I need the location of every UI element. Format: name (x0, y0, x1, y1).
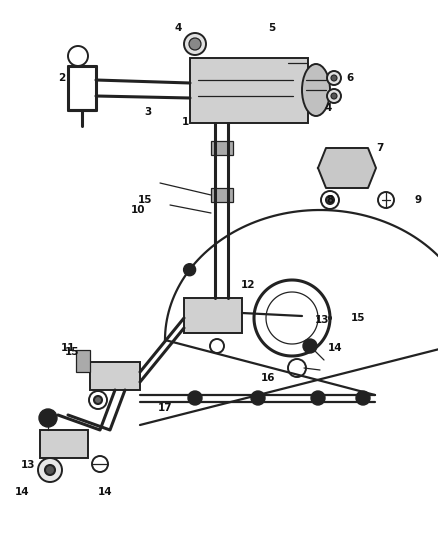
Circle shape (184, 264, 196, 276)
Circle shape (188, 391, 202, 405)
Text: 14: 14 (328, 343, 343, 353)
Bar (190, 58, 308, 123)
Circle shape (39, 409, 57, 427)
Text: 12: 12 (241, 280, 255, 290)
Text: 16: 16 (261, 373, 275, 383)
Bar (211, 141, 233, 155)
Bar (211, 188, 233, 202)
Text: 15: 15 (138, 195, 152, 205)
Text: 4: 4 (324, 103, 332, 113)
Circle shape (326, 196, 334, 204)
Text: 8: 8 (326, 195, 334, 205)
Text: 9: 9 (414, 195, 421, 205)
Text: 13: 13 (21, 460, 35, 470)
Circle shape (331, 93, 337, 99)
Circle shape (311, 391, 325, 405)
Circle shape (303, 339, 317, 353)
Text: 4: 4 (174, 23, 182, 33)
Text: 15: 15 (351, 313, 365, 323)
Text: 3: 3 (145, 107, 152, 117)
Circle shape (184, 33, 206, 55)
Text: 14: 14 (15, 487, 29, 497)
Circle shape (327, 71, 341, 85)
Circle shape (189, 38, 201, 50)
Text: 1: 1 (181, 117, 189, 127)
Circle shape (327, 89, 341, 103)
Ellipse shape (302, 64, 330, 116)
Text: 6: 6 (346, 73, 353, 83)
Text: 15: 15 (65, 347, 79, 357)
Bar (76, 350, 90, 372)
Bar (90, 362, 140, 390)
Circle shape (251, 391, 265, 405)
Text: 5: 5 (268, 23, 276, 33)
Text: 17: 17 (158, 403, 172, 413)
Circle shape (356, 391, 370, 405)
Circle shape (94, 396, 102, 404)
Text: 2: 2 (58, 73, 66, 83)
Text: 13: 13 (315, 315, 329, 325)
Text: 7: 7 (376, 143, 384, 153)
Polygon shape (318, 148, 376, 188)
Text: 11: 11 (61, 343, 75, 353)
Circle shape (45, 465, 55, 475)
Bar (40, 430, 88, 458)
Circle shape (331, 75, 337, 81)
Text: 14: 14 (98, 487, 112, 497)
Circle shape (38, 458, 62, 482)
Bar (184, 298, 242, 333)
Text: 10: 10 (131, 205, 145, 215)
